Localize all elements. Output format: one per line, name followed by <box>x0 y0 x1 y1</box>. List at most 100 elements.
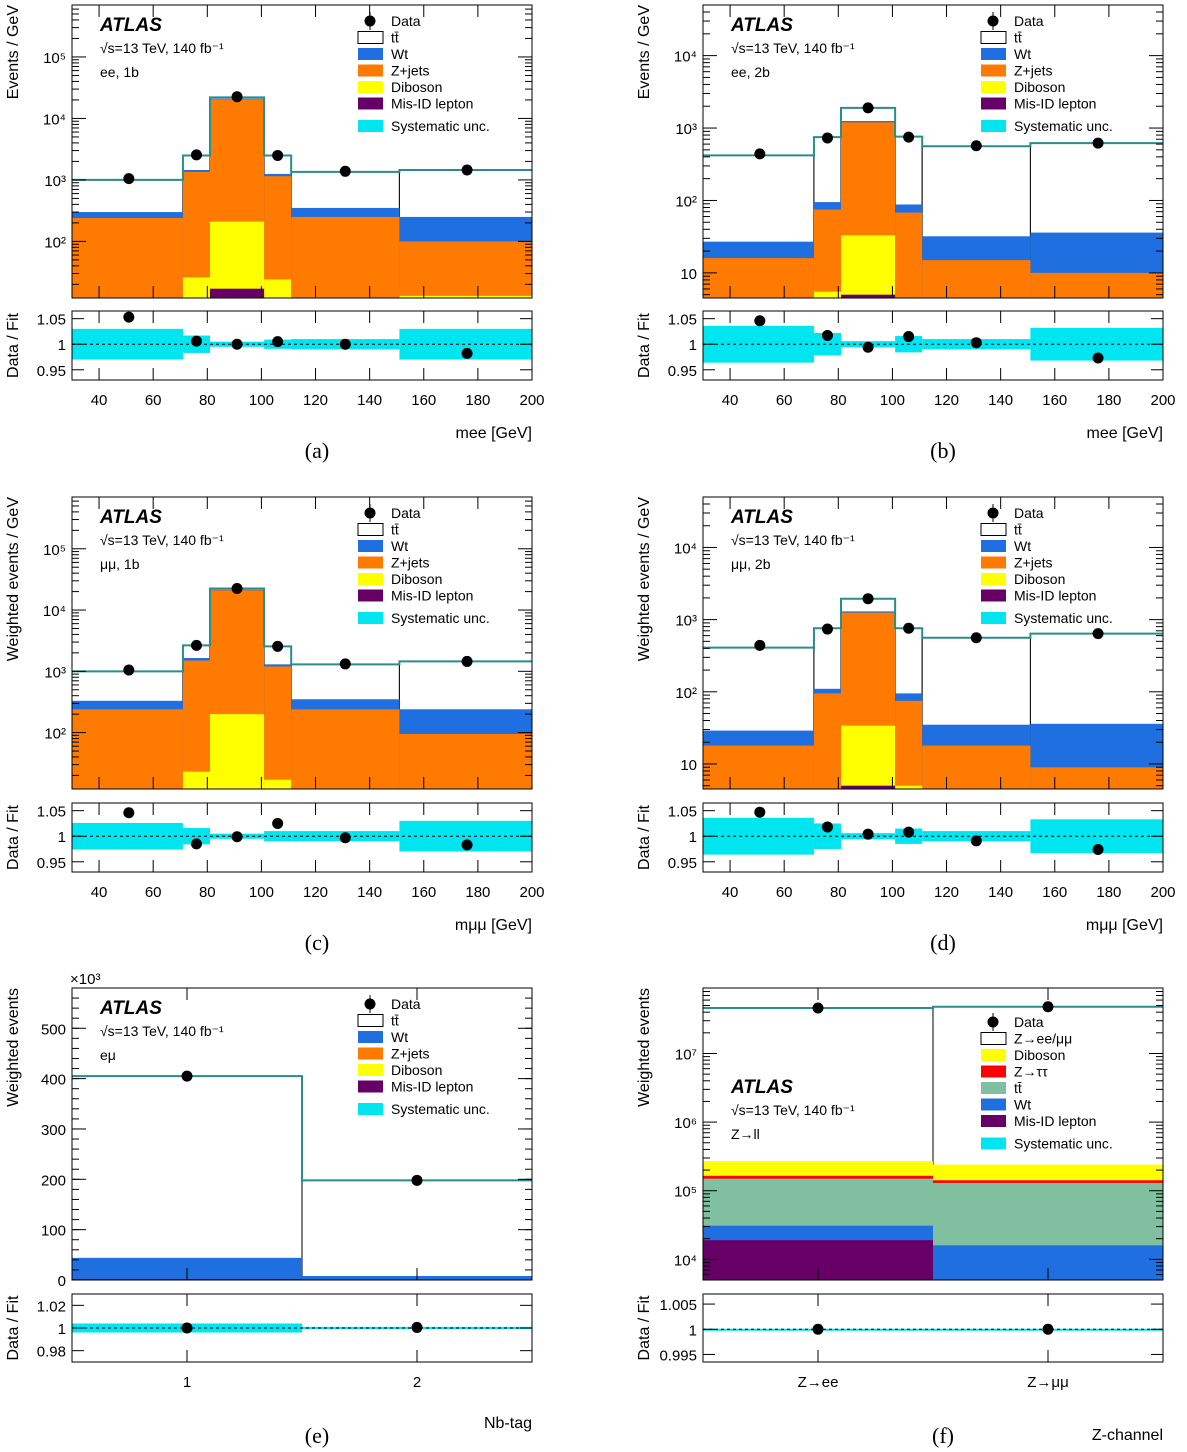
legend-swatch-4 <box>358 81 383 93</box>
bar-tt--1 <box>301 1179 532 1280</box>
legend-label-0: Data <box>391 996 421 1012</box>
y-tick-label-3: 300 <box>41 1122 66 1139</box>
legend-swatch-2 <box>981 540 1006 552</box>
bar-z-jets-5 <box>1030 272 1163 298</box>
legend-label-0: Data <box>1014 1014 1044 1030</box>
ratio-y-tick-label-2: 1.005 <box>659 1297 697 1314</box>
data-point-0 <box>123 173 135 185</box>
ratio-point-1 <box>821 821 833 833</box>
legend-swatch-4 <box>358 573 383 585</box>
bar-z-jets-5 <box>1030 767 1163 789</box>
x-tick-label-8: 200 <box>1150 884 1175 901</box>
ratio-y-tick-label-1: 1 <box>58 829 66 846</box>
atlas-label: ATLAS <box>730 1077 793 1098</box>
legend-label-2: Wt <box>391 46 408 62</box>
main-frame <box>71 496 533 790</box>
region-label: Z→ll <box>731 1126 760 1142</box>
bar-diboson-3 <box>264 279 292 298</box>
x-tick-label-0: 40 <box>91 884 108 901</box>
legend-swatch-3 <box>981 556 1006 569</box>
y-tick-label-0: 0 <box>58 1273 66 1290</box>
x-axis-label: Nb-tag <box>484 1415 532 1432</box>
main-frame <box>702 496 1164 790</box>
ratio-point-4 <box>970 835 982 847</box>
data-point-0 <box>754 148 766 160</box>
x-tick-label-4: 120 <box>303 392 328 409</box>
x-tick-label-8: 200 <box>519 884 544 901</box>
ratio-y-tick-label-1: 1 <box>58 1321 66 1338</box>
y-tick-label-2: 10⁴ <box>43 603 66 620</box>
y-tick-label-0: 10 <box>680 266 697 283</box>
x-tick-label-5: 140 <box>988 884 1013 901</box>
y-tick-label-2: 200 <box>41 1172 66 1189</box>
x-tick-label-4: 120 <box>934 392 959 409</box>
data-point-4 <box>970 140 982 152</box>
y-tick-label-3: 10⁵ <box>43 542 66 559</box>
region-label: ee, 1b <box>100 64 139 80</box>
ratio-y-tick-label-2: 1.05 <box>37 312 66 329</box>
ratio-y-axis-label: Data / Fit <box>5 1295 22 1360</box>
legend-swatch-3 <box>358 556 383 569</box>
bar-z-jets-4 <box>922 745 1031 789</box>
ratio-y-tick-label-0: 0.95 <box>37 855 66 872</box>
x-axis-label: mee [GeV] <box>1087 425 1163 442</box>
ratio-point-3 <box>272 817 284 829</box>
chart-panel-6: 10⁴ 10⁵ 10⁶ 10⁷ 0.995 1 1.005 Z→ee Z→μμ Weighted … <box>636 987 1164 1448</box>
ratio-point-0 <box>123 807 135 819</box>
data-point-1 <box>1042 1001 1054 1013</box>
legend-swatch-2 <box>981 48 1006 60</box>
data-point-1 <box>821 132 833 144</box>
ratio-y-axis-label: Data / Fit <box>636 312 653 377</box>
main-plot-area <box>703 106 1163 298</box>
atlas-label: ATLAS <box>99 507 162 528</box>
x-tick-label-3: 100 <box>249 392 274 409</box>
legend-label-3: Z+jets <box>391 63 430 79</box>
y-tick-label-0: 10⁴ <box>674 1252 697 1269</box>
bar-z-jets-0 <box>703 745 814 789</box>
total-prediction-line <box>72 96 532 181</box>
ratio-point-0 <box>123 311 135 323</box>
legend-label-0: Data <box>1014 505 1044 521</box>
legend-label-1: tt̄ <box>1014 30 1022 46</box>
bar-z-jets-1 <box>813 209 841 298</box>
y-multiplier: ×10³ <box>70 971 100 988</box>
x-tick-label-8: 200 <box>519 392 544 409</box>
total-prediction-line <box>72 587 532 673</box>
x-tick-label-1: 60 <box>776 392 793 409</box>
ratio-y-tick-label-2: 1.02 <box>37 1298 66 1315</box>
data-point-3 <box>903 622 915 634</box>
ratio-point-0 <box>754 315 766 327</box>
y-tick-label-1: 10² <box>675 193 697 210</box>
bar-z-jets-0 <box>72 218 183 298</box>
legend-swatch-3 <box>358 64 383 77</box>
ratio-point-4 <box>339 832 351 844</box>
energy-label: √s=13 TeV, 140 fb⁻¹ <box>100 40 224 56</box>
x-tick-label-8: 200 <box>1150 392 1175 409</box>
ratio-band-1 <box>813 332 841 356</box>
ratio-frame <box>71 802 533 873</box>
panel-caption: (a) <box>305 438 329 463</box>
ratio-point-0 <box>181 1322 193 1334</box>
legend-swatch-2 <box>981 1049 1006 1061</box>
region-label: μμ, 2b <box>731 556 771 572</box>
main-plot-area <box>72 1075 532 1280</box>
energy-label: √s=13 TeV, 140 fb⁻¹ <box>100 532 224 548</box>
x-tick-label-3: 100 <box>880 392 905 409</box>
legend-swatch-4 <box>981 573 1006 585</box>
data-point-4 <box>339 658 351 670</box>
bar-z-jets-1 <box>813 693 841 789</box>
legend-label-3: Z→ττ <box>1014 1064 1048 1080</box>
x-tick-label-1: 2 <box>413 1374 421 1391</box>
x-axis-label: mμμ [GeV] <box>1086 917 1163 934</box>
x-tick-label-4: 120 <box>303 884 328 901</box>
bar-z-jets-3 <box>264 176 292 298</box>
ratio-y-axis-label: Data / Fit <box>636 1295 653 1360</box>
legend-label-2: Wt <box>1014 538 1031 554</box>
legend-label-1: tt̄ <box>391 522 399 538</box>
bar-diboson-3 <box>264 779 292 789</box>
legend-swatch-6 <box>358 1103 383 1115</box>
x-tick-label-5: 140 <box>357 884 382 901</box>
y-tick-label-1: 100 <box>41 1223 66 1240</box>
legend-swatch-3 <box>981 1065 1006 1078</box>
